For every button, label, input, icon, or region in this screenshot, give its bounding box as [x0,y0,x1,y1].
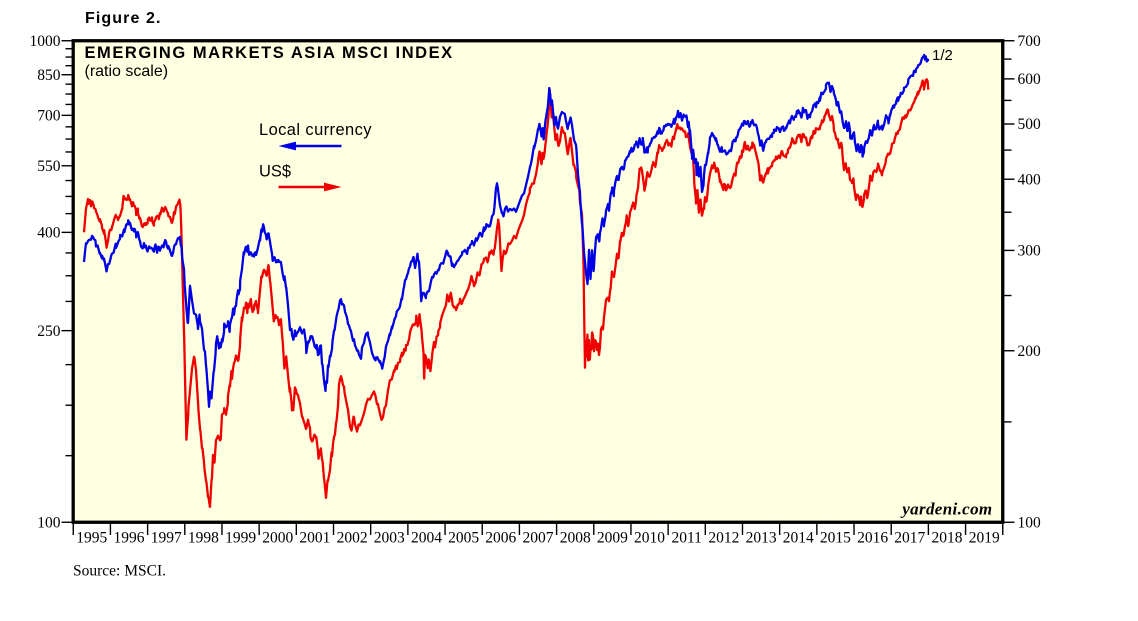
svg-text:1000: 1000 [30,33,61,50]
svg-text:400: 400 [1018,171,1042,188]
svg-text:2016: 2016 [857,530,888,547]
svg-text:700: 700 [1018,33,1042,50]
svg-text:2003: 2003 [374,530,405,547]
svg-text:2019: 2019 [969,530,1000,547]
svg-text:1999: 1999 [225,530,256,547]
svg-text:1/2: 1/2 [932,47,953,64]
svg-text:yardeni.com: yardeni.com [900,500,992,519]
svg-text:2015: 2015 [820,530,851,547]
svg-text:850: 850 [37,67,61,84]
svg-text:2007: 2007 [523,530,554,547]
svg-text:100: 100 [37,515,61,532]
svg-text:2008: 2008 [560,530,591,547]
svg-text:Source: MSCI.: Source: MSCI. [73,563,166,580]
svg-text:2005: 2005 [448,530,479,547]
svg-text:(ratio scale): (ratio scale) [85,63,169,80]
svg-text:250: 250 [37,323,61,340]
svg-text:500: 500 [1018,116,1042,133]
svg-text:1996: 1996 [114,530,145,547]
svg-text:2017: 2017 [894,530,925,547]
svg-text:2006: 2006 [485,530,516,547]
svg-text:Figure 2.: Figure 2. [85,10,162,27]
svg-text:2004: 2004 [411,530,442,547]
svg-text:2001: 2001 [299,530,330,547]
svg-text:1995: 1995 [76,530,107,547]
svg-text:2009: 2009 [597,530,628,547]
svg-text:100: 100 [1018,515,1042,532]
svg-text:Local currency: Local currency [259,121,372,139]
svg-text:2018: 2018 [932,530,963,547]
svg-text:400: 400 [37,225,61,242]
svg-text:200: 200 [1018,343,1042,360]
svg-text:700: 700 [37,108,61,125]
svg-text:2012: 2012 [708,530,739,547]
svg-text:US$: US$ [259,163,291,181]
svg-text:1998: 1998 [188,530,219,547]
svg-text:550: 550 [37,158,61,175]
svg-text:2000: 2000 [262,530,293,547]
svg-text:EMERGING MARKETS ASIA MSCI IND: EMERGING MARKETS ASIA MSCI INDEX [85,44,454,62]
svg-text:2002: 2002 [337,530,368,547]
svg-text:1997: 1997 [151,530,182,547]
svg-text:2014: 2014 [783,530,814,547]
svg-text:2011: 2011 [671,530,701,547]
svg-text:600: 600 [1018,71,1042,88]
svg-text:300: 300 [1018,243,1042,260]
svg-text:2010: 2010 [634,530,665,547]
svg-text:2013: 2013 [746,530,777,547]
